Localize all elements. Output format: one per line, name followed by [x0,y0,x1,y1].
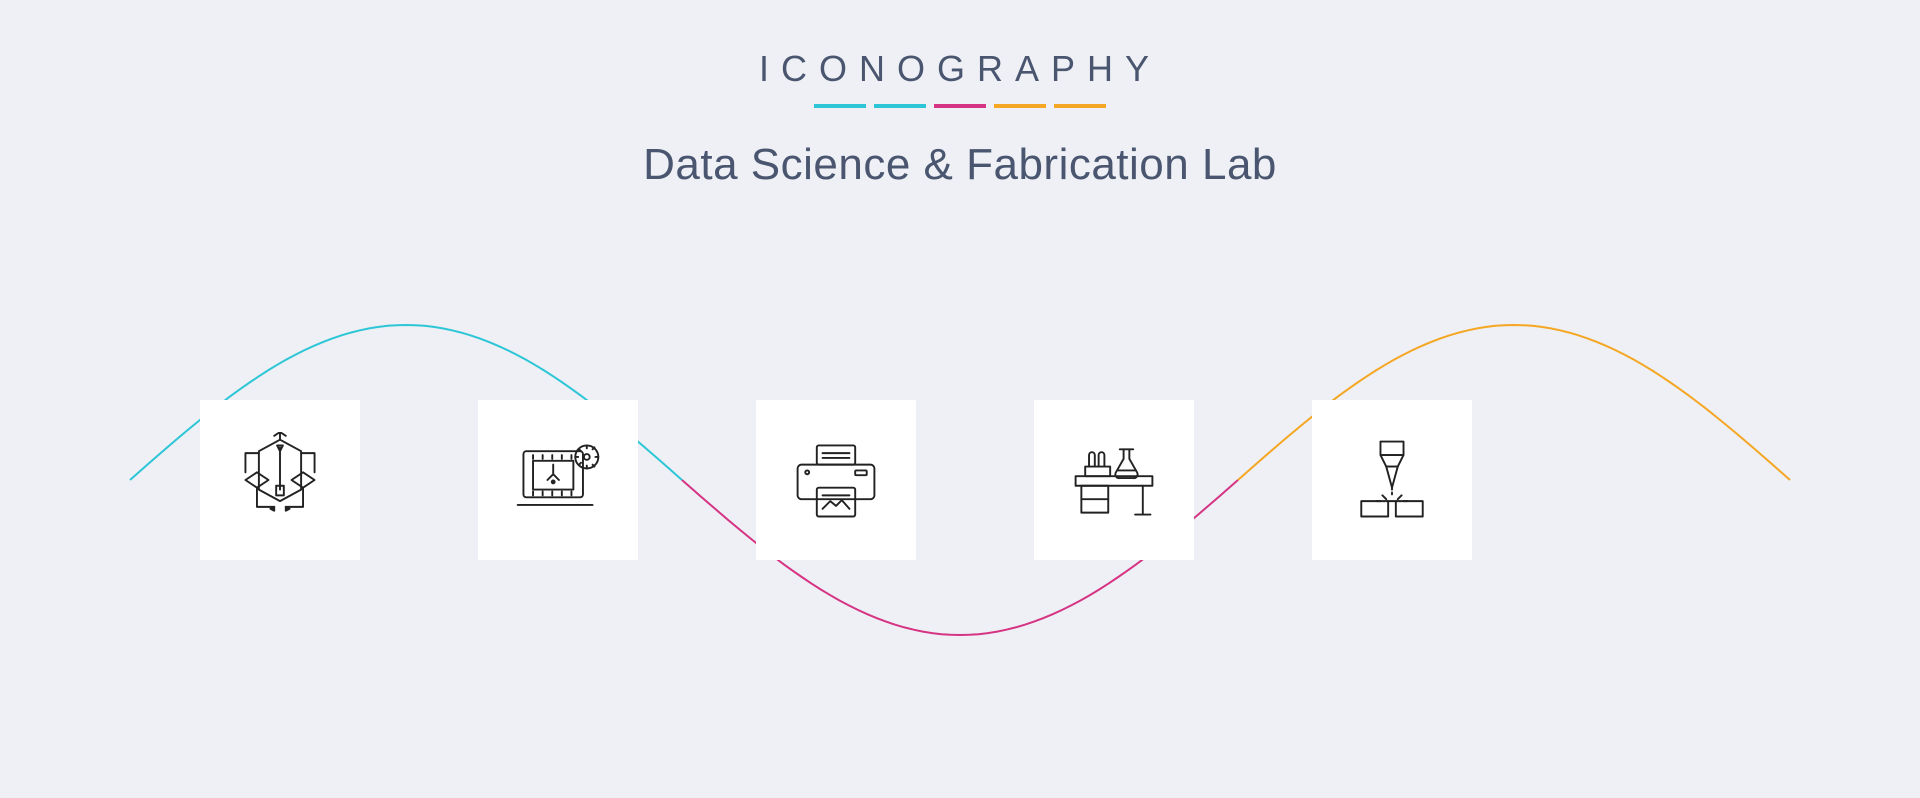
printer-icon [788,432,884,528]
brand-underline [0,104,1920,108]
underline-seg [814,104,866,108]
laser-cut-icon [1344,432,1440,528]
icon-card [1312,400,1472,560]
icon-card [1034,400,1194,560]
icon-card [756,400,916,560]
page-title: Data Science & Fabrication Lab [0,140,1920,190]
icon-card [200,400,360,560]
header: ICONOGRAPHY Data Science & Fabrication L… [0,0,1920,190]
chip-laptop-icon [510,432,606,528]
underline-seg [994,104,1046,108]
icon-card [478,400,638,560]
underline-seg [1054,104,1106,108]
algorithm-icon [232,432,328,528]
underline-seg [934,104,986,108]
icon-stage [0,280,1920,780]
brand-label: ICONOGRAPHY [0,48,1920,90]
lab-bench-icon [1066,432,1162,528]
underline-seg [874,104,926,108]
